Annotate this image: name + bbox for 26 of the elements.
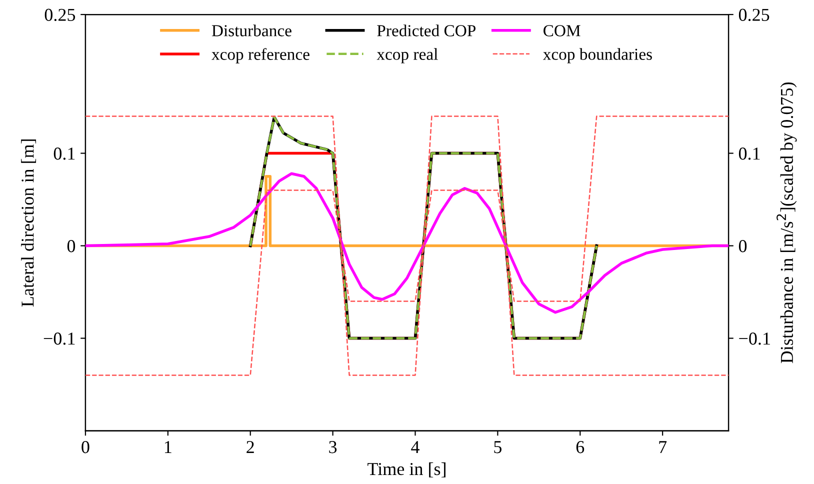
y2-tick-label: 0.25 [738,8,770,22]
legend-label: xcop boundaries [543,48,652,64]
x-tick-label: 6 [576,441,584,454]
x-axis-title: Time in [s] [368,462,446,478]
y-tick-label: 0.1 [54,148,75,160]
x-tick-label: 2 [246,441,254,454]
legend-label: Predicted COP [377,24,476,36]
y-axis-title: Lateral direction in [m] [21,140,36,307]
legend-label: Disturbance [212,24,292,36]
y-tick-label: −0.1 [44,332,75,345]
x-tick-label: 3 [329,441,337,454]
x-tick-label: 1 [164,441,172,454]
y2-tick-label: 0 [738,240,747,252]
y-tick-label: 0.25 [44,8,76,22]
y-tick-label: 0 [67,240,76,252]
x-tick-label: 0 [82,441,90,454]
legend-label: COM [544,25,580,36]
x-tick-label: 4 [411,441,420,454]
y2-tick-label: −0.1 [739,332,770,345]
legend-label: xcop real [376,48,438,64]
y2-axis-title: Disturbance in [m/s$^{2}$](scaled by 0.075) [776,82,797,364]
line-series [85,172,729,314]
legend-label: xcop reference [212,48,310,64]
y2-tick-label: 0.1 [738,148,760,160]
x-tick-label: 7 [659,441,667,454]
x-tick-label: 5 [494,441,502,454]
